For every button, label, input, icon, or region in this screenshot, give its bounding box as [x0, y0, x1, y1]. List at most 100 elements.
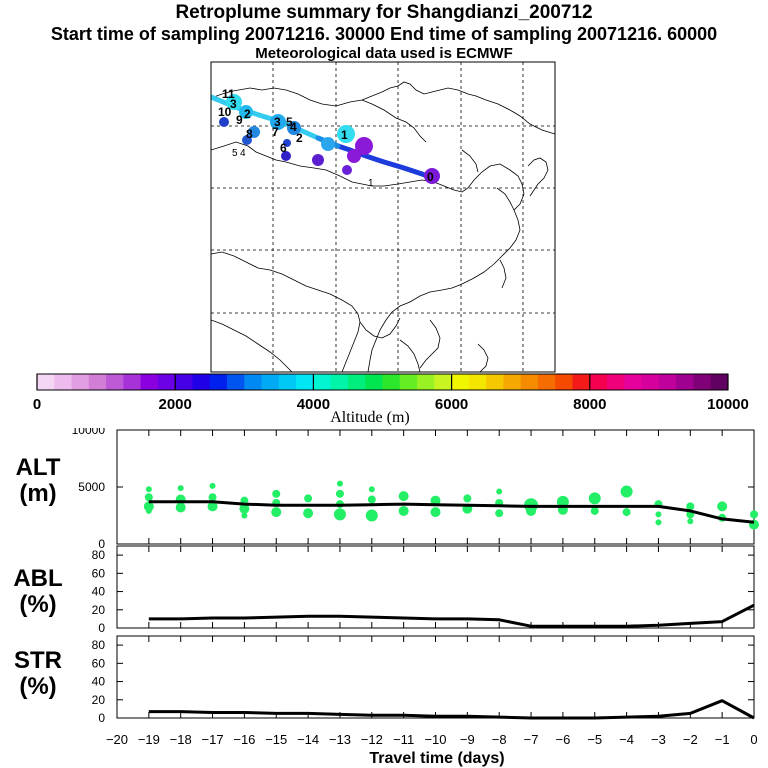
altitude-cluster-point	[655, 519, 662, 526]
altitude-cluster-point	[463, 494, 472, 503]
colorbar-swatch	[486, 374, 504, 390]
tracer-label: 1	[341, 128, 348, 142]
altitude-cluster-point	[496, 488, 503, 495]
altitude-cluster-point	[655, 511, 662, 518]
x-tick-label: −8	[492, 732, 507, 747]
sampling-times: Start time of sampling 20071216. 30000 E…	[50, 24, 718, 44]
tracer-label: 3	[274, 115, 281, 129]
altitude-cluster-point	[588, 492, 601, 505]
x-tick-label: −11	[393, 732, 414, 747]
colorbar-swatch	[555, 374, 573, 390]
str-ytick-label: 20	[92, 693, 106, 707]
altitude-cluster-point	[208, 493, 217, 502]
colorbar-swatch	[503, 374, 522, 390]
str-label: STR	[14, 647, 62, 674]
x-tick-label: 0	[750, 732, 757, 747]
alt-unit: (m)	[19, 480, 56, 507]
colorbar-swatch	[417, 374, 435, 390]
altitude-cluster-point	[145, 507, 152, 514]
tracer-label: 3	[230, 97, 237, 111]
alt-series-line	[148, 500, 755, 524]
x-tick-label: −17	[202, 732, 224, 747]
altitude-cluster-point	[304, 494, 313, 503]
altitude-cluster-point	[241, 512, 248, 519]
colorbar-swatch	[676, 374, 694, 390]
map-coastlines	[211, 81, 555, 372]
altitude-cluster-point	[272, 489, 281, 498]
map-gridlines	[211, 62, 555, 372]
str-unit: (%)	[19, 673, 56, 700]
altitude-cluster-point	[622, 508, 631, 517]
abl-ytick-label: 0	[98, 621, 105, 635]
tracer-label: 2	[244, 107, 251, 121]
altitude-cluster-point	[686, 502, 695, 511]
x-tick-label: −14	[297, 732, 319, 747]
colorbar-swatch	[537, 374, 556, 390]
x-tick-label: −12	[361, 732, 383, 747]
x-tick-label: −16	[233, 732, 255, 747]
colorbar-swatch	[468, 374, 487, 390]
x-tick-label: −4	[619, 732, 634, 747]
colorbar-swatch	[710, 374, 729, 390]
meteorological-data-note: Meteorological data used is ECMWF	[255, 45, 513, 62]
colorbar-swatch	[347, 374, 366, 390]
abl-series-line	[148, 603, 755, 628]
colorbar-swatch	[313, 374, 332, 390]
x-tick-label: −19	[138, 732, 160, 747]
altitude-cluster-point	[717, 501, 728, 512]
x-axis-label: Travel time (days)	[369, 750, 504, 767]
colorbar-swatch	[54, 374, 72, 390]
travel-time-axis: −20 −19 −18 −17 −16 −15 −14 −13 −12 −11 −10 −9 −8 −7−…	[106, 732, 758, 747]
colorbar-swatch	[399, 374, 418, 390]
colorbar-swatch	[227, 374, 245, 390]
altitude-cluster-point	[590, 506, 599, 515]
x-tick-label: −18	[170, 732, 192, 747]
altitude-cluster-point	[143, 501, 154, 512]
colorbar-tick-label: 10000	[707, 396, 749, 413]
altitude-cluster-point	[368, 486, 375, 493]
altitude-cluster-point	[367, 495, 376, 504]
altitude-cluster-point	[145, 486, 152, 493]
retroplume-plume-circles	[219, 94, 440, 184]
colorbar-swatch	[434, 374, 452, 390]
chart-title: Retroplume summary for Shangdianzi_20071…	[175, 2, 593, 23]
abl-frame	[116, 545, 755, 629]
map-border	[210, 61, 556, 373]
colorbar-swatch	[658, 374, 677, 390]
colorbar-swatch	[123, 374, 142, 390]
colorbar-swatch	[330, 374, 349, 390]
colorbar-tick-label: 6000	[435, 396, 468, 413]
abl-label: ABL	[13, 565, 62, 592]
colorbar-swatch	[37, 374, 55, 390]
altitude-cluster-point	[495, 509, 504, 518]
abl-panel: 0 20 40 60 80	[92, 545, 755, 635]
altitude-cluster-point	[239, 503, 250, 514]
tracer-label: 4	[290, 120, 297, 134]
alt-ytick-label: 5000	[78, 480, 105, 494]
colorbar-swatch	[365, 374, 383, 390]
colorbar-tick-label: 2000	[159, 396, 192, 413]
colorbar-swatch	[88, 374, 107, 390]
x-tick-label: −7	[524, 732, 539, 747]
x-tick-label: −20	[106, 732, 128, 747]
colorbar-swatch	[624, 374, 643, 390]
altitude-cluster-point	[687, 518, 694, 525]
abl-ytick-label: 20	[92, 603, 106, 617]
str-ytick-label: 0	[98, 711, 105, 725]
tracer-label: 5	[286, 115, 293, 129]
small-label: 5	[232, 148, 238, 159]
colorbar-swatch	[520, 374, 539, 390]
altitude-cluster-point	[303, 508, 314, 519]
colorbar-swatch	[693, 374, 712, 390]
tracer-label: 11	[222, 87, 235, 101]
abl-ytick-label: 80	[92, 548, 106, 562]
alt-ytick-label: 0	[98, 537, 105, 551]
colorbar-swatch	[140, 374, 159, 390]
map-small-labels: 5 4 1	[232, 148, 374, 189]
map-frame-content: 11 3 2 10 9 8 7 6 5 4 3 2 1 0 5 4 1	[211, 62, 555, 372]
str-frame	[116, 635, 755, 719]
tracer-label: 0	[427, 170, 434, 184]
tracer-label: 2	[296, 131, 303, 145]
altitude-cluster-point	[430, 507, 441, 518]
